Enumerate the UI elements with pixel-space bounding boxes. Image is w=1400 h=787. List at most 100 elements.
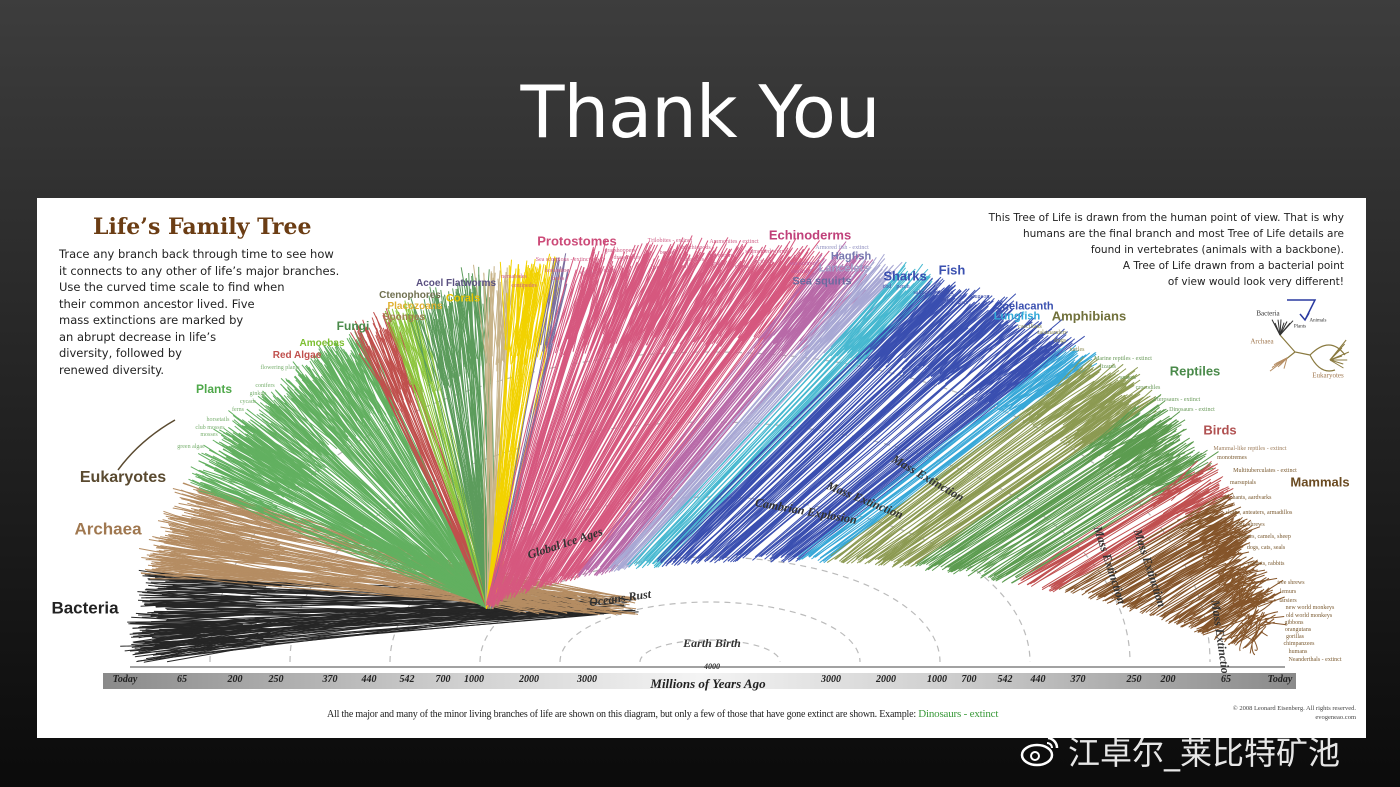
clade-label: flies [684, 264, 696, 270]
branch-line [325, 342, 488, 602]
branch-line [191, 479, 487, 602]
branch-line [546, 266, 759, 586]
clade-label: bees [662, 264, 674, 270]
clade-label: horses, camels, sheep [1239, 534, 1291, 540]
branch-line [320, 354, 489, 602]
branch-line [810, 354, 1079, 556]
branch-line [486, 259, 536, 609]
branch-line [1194, 579, 1284, 628]
branch-line [1161, 563, 1241, 618]
point-of-view-text: This Tree of Life is drawn from the huma… [989, 210, 1344, 290]
clade-label: green algae [177, 444, 205, 450]
clade-label: Red Algae [272, 350, 322, 361]
branch-line [1177, 568, 1242, 624]
branch-line [210, 490, 488, 607]
clade-protostomes [485, 235, 830, 609]
clade-label: Neanderthals - extinct [1288, 657, 1342, 663]
branch-line [846, 371, 1100, 565]
branch-line [435, 295, 490, 604]
inset-label-animals: Animals [1309, 318, 1327, 324]
inset-label-archaea: Archaea [1250, 337, 1274, 346]
branch-line [623, 269, 896, 570]
clade-label: cod [882, 284, 892, 290]
inset-trunk [1279, 334, 1346, 372]
branch-line [1111, 518, 1240, 600]
branch-line [718, 303, 1003, 562]
inset-arrow-icon [1287, 299, 1317, 322]
branch-line [489, 281, 511, 606]
pov-line: This Tree of Life is drawn from the huma… [988, 212, 1344, 224]
clade-label: tarsiers [1279, 598, 1297, 604]
branch-line [1122, 529, 1253, 608]
inset-label-plants: Plants [1293, 324, 1307, 330]
branch-line [511, 257, 684, 595]
clade-label: segmented worms [745, 249, 789, 255]
clade-label: Ctenophores [379, 290, 441, 301]
branch-line [731, 308, 1010, 559]
clade-label: crocodiles [1135, 385, 1161, 391]
branch-line [697, 301, 978, 560]
branch-line [798, 354, 1064, 558]
branch-line [554, 260, 782, 583]
time-tick-right: Today [1267, 674, 1293, 685]
time-tick-right: 65 [1221, 674, 1231, 685]
clade-label: centipedes [511, 283, 537, 289]
clade-label: Sea scorpions - extinct [535, 257, 591, 263]
branch-line [289, 389, 494, 605]
clade-label: Trilobites - extinct [647, 238, 693, 244]
branch-line [1020, 474, 1201, 582]
footer-example: Dinosaurs - extinct [918, 708, 999, 720]
branch-line [613, 264, 883, 572]
branch-line [493, 261, 512, 602]
branch-line [1103, 517, 1236, 597]
branch-line [238, 430, 490, 607]
branch-line [260, 414, 489, 607]
branch-line [364, 340, 489, 605]
branch-line [231, 442, 487, 605]
clade-label: octopus [754, 259, 774, 265]
clade-label: Mammals [1290, 474, 1350, 490]
clade-label: Hagfish [830, 250, 872, 263]
branch-line [637, 291, 905, 565]
branch-line [486, 270, 589, 604]
branch-line [1005, 449, 1208, 576]
branch-line [784, 334, 1067, 558]
inset-eukaryote-branch [1329, 347, 1343, 361]
branch-line [1089, 508, 1223, 600]
branch-line [673, 289, 955, 567]
clade-label: herring [936, 290, 954, 296]
time-tick-right: 542 [997, 674, 1013, 685]
branch-line [1213, 607, 1258, 641]
branch-line [889, 386, 1137, 561]
intro-line: mass extinctions are marked by [59, 313, 244, 327]
clade-label: Dinosaurs - extinct [1169, 407, 1215, 413]
branch-line [722, 308, 1014, 563]
clade-label: club mosses [195, 425, 225, 431]
time-tick-right: 700 [961, 674, 977, 685]
clade-label: crabs [551, 276, 565, 282]
clade-label: rodents, rabbits [1247, 561, 1285, 567]
branch-line [1140, 543, 1247, 610]
branch-line [510, 237, 690, 594]
tree-diagram [117, 235, 1350, 668]
time-tick-left: 1000 [464, 674, 484, 685]
clade-label: Corals [445, 292, 481, 305]
time-ring [289, 421, 1131, 663]
intro-line: their common ancestor lived. Five [59, 296, 255, 311]
clade-label: turtles [1069, 347, 1085, 353]
branch-line [661, 282, 941, 568]
credit: © 2008 Leonard Eisenberg. All rights res… [1233, 704, 1356, 722]
time-tick-right: 3000 [821, 674, 841, 685]
clade-echinoderms [577, 241, 874, 578]
clade-label: eels [941, 297, 951, 303]
branch-line [1030, 460, 1219, 587]
branch-line [501, 243, 652, 602]
clade-label: Multituberculates - extinct [1233, 468, 1297, 474]
branch-line [492, 248, 615, 604]
branch-line [298, 382, 494, 605]
clade-reptiles [915, 394, 1219, 584]
clade-label: mosses [200, 432, 218, 438]
intro-line: diversity, followed by [59, 346, 182, 360]
clade-label: bryozoans [709, 253, 735, 259]
pov-line: humans are the final branch and most Tre… [1022, 228, 1344, 240]
